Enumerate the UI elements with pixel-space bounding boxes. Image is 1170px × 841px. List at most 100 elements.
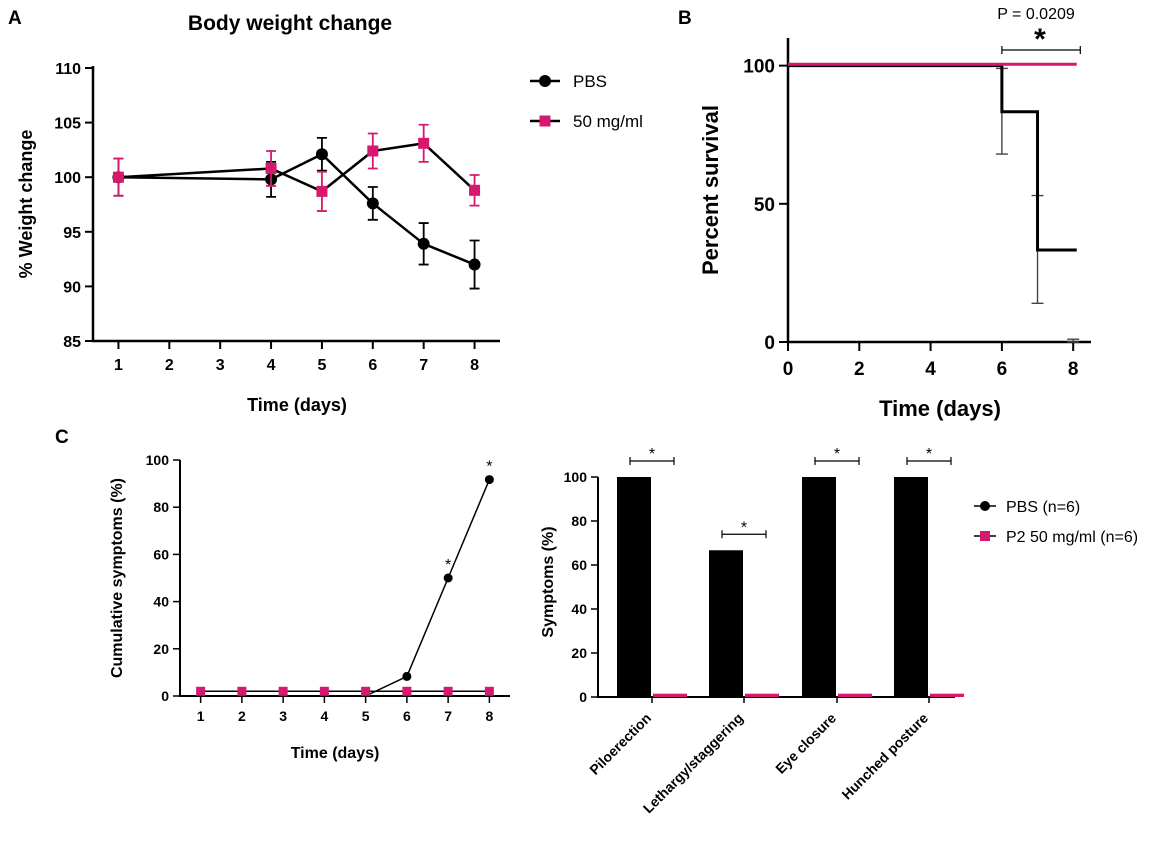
data-point [443, 573, 453, 583]
x-tick-label: 1 [197, 708, 205, 724]
data-point [367, 145, 379, 157]
data-point [484, 686, 494, 696]
x-tick-label: 2 [854, 359, 865, 380]
legend-marker [539, 75, 551, 87]
data-point [237, 686, 247, 696]
data-point [361, 686, 371, 696]
significance-bracket [721, 530, 767, 539]
data-point [417, 237, 430, 250]
y-tick-label: 90 [63, 279, 81, 296]
x-tick-label: 4 [925, 359, 936, 380]
panel-label-a: A [8, 8, 22, 29]
y-tick-label: 110 [55, 61, 81, 78]
data-point [319, 686, 329, 696]
y-tick-label: 40 [153, 594, 169, 610]
y-tick-label: 100 [564, 469, 588, 485]
legend-marker [980, 531, 990, 541]
legend-label: P2 50 mg/ml (n=6) [1006, 529, 1138, 546]
bar-drug [745, 693, 779, 697]
data-point [366, 197, 379, 210]
data-point [468, 258, 481, 271]
y-tick-label: 100 [146, 452, 170, 468]
x-tick-label: 4 [320, 708, 328, 724]
y-tick-label: 50 [754, 195, 775, 216]
y-tick-label: 20 [571, 645, 587, 661]
series-line [118, 152, 476, 266]
significance-star: * [834, 446, 840, 463]
x-tick-label: 5 [362, 708, 370, 724]
legend-label: PBS (n=6) [1006, 499, 1080, 516]
bar-pbs [894, 477, 928, 697]
chart-symptoms-bar: 0 20 40 60 80 100 Symptoms (%) Piloerection * Let… [540, 446, 1138, 816]
category-label: Hunched posture [838, 710, 931, 803]
data-point [278, 686, 288, 696]
survival-line-pbs [788, 64, 1077, 252]
significance-star: * [445, 557, 451, 574]
y-tick-label: 0 [579, 689, 587, 705]
panel-label-b: B [678, 8, 692, 29]
data-point [469, 184, 481, 196]
significance-star: * [486, 459, 492, 476]
category-label: Lethargy/staggering [640, 710, 746, 816]
x-tick-label: 6 [403, 708, 411, 724]
series-line [118, 142, 476, 193]
significance-bracket [814, 457, 860, 465]
x-tick-label: 3 [279, 708, 287, 724]
y-tick-label: 100 [54, 170, 81, 187]
data-point [402, 671, 412, 681]
significance-bracket [906, 457, 952, 465]
y-tick-label: 40 [571, 601, 587, 617]
y-tick-label: 0 [764, 333, 775, 354]
series-line-pbs [200, 479, 491, 697]
significance-star: * [741, 519, 747, 536]
chart-cumulative-symptoms: 0 20 40 60 80 100 1 2 3 4 5 6 7 8 Time (days) Cumulativ… [109, 452, 510, 762]
legend-label: PBS [573, 72, 607, 91]
x-tick-label: 1 [114, 357, 123, 374]
x-tick-label: 7 [419, 357, 428, 374]
y-tick-label: 60 [571, 557, 587, 573]
x-axis-label: Time (days) [247, 395, 347, 415]
significance-bracket [629, 457, 675, 465]
y-tick-label: 80 [153, 499, 169, 515]
y-axis-label: Percent survival [698, 105, 723, 275]
error-bar [1067, 338, 1080, 343]
y-tick-label: 105 [54, 116, 81, 133]
x-tick-label: 0 [783, 359, 794, 380]
bar-drug [838, 693, 872, 697]
x-tick-label: 7 [444, 708, 452, 724]
axis-lines [786, 38, 1091, 344]
axis-lines [91, 66, 500, 343]
significance-star: * [926, 446, 932, 463]
bar-pbs [709, 550, 743, 697]
x-tick-label: 5 [317, 357, 326, 374]
x-tick-label: 8 [1068, 359, 1079, 380]
data-point [112, 171, 124, 183]
chart-title: Body weight change [188, 12, 392, 35]
data-point [402, 686, 412, 696]
y-tick-label: 80 [571, 513, 587, 529]
bar-pbs [802, 477, 836, 697]
x-tick-label: 2 [165, 357, 174, 374]
x-tick-label: 8 [485, 708, 493, 724]
data-point [443, 686, 453, 696]
bar-pbs [617, 477, 651, 697]
data-point [265, 162, 277, 174]
x-tick-label: 3 [216, 357, 225, 374]
y-tick-label: 100 [743, 57, 775, 78]
chart-body-weight: Body weight change 85 90 95 100 105 110 1 2 3 4 5 6 7… [16, 12, 643, 415]
bar-drug [653, 693, 687, 697]
significance-star: * [649, 446, 655, 463]
y-tick-label: 0 [161, 688, 169, 704]
legend-marker [980, 501, 990, 511]
data-point [315, 148, 328, 161]
data-point [418, 137, 430, 149]
x-tick-label: 6 [368, 357, 377, 374]
x-axis-label: Time (days) [291, 745, 380, 762]
legend-marker [539, 115, 551, 127]
data-point [196, 686, 206, 696]
x-tick-label: 2 [238, 708, 246, 724]
significance-star: * [1034, 23, 1046, 56]
chart-survival: 0 50 100 0 2 4 6 8 Time (days) Percent survival P … [698, 6, 1091, 421]
y-axis-label: Symptoms (%) [540, 526, 557, 637]
